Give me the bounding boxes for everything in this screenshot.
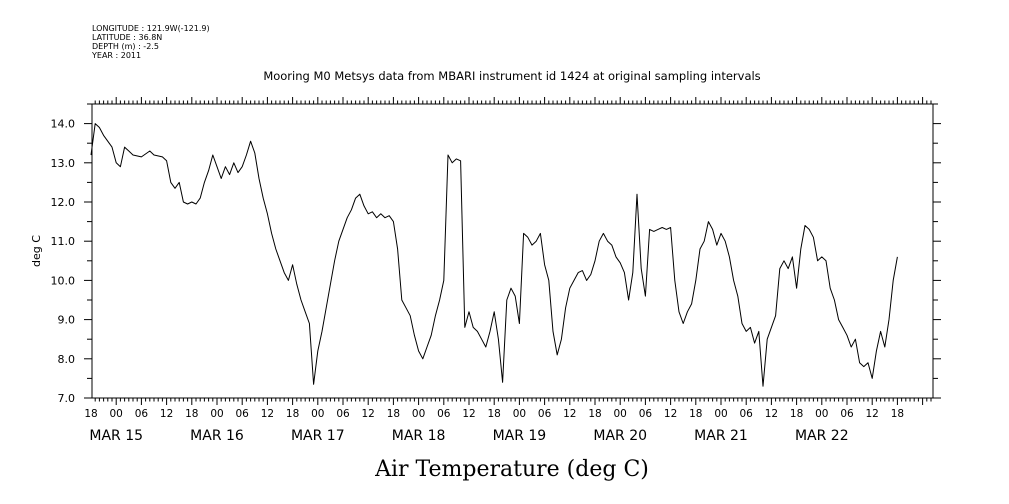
series-line: [90, 123, 898, 387]
x-tick-label: 18: [185, 408, 198, 420]
x-tick-label: 06: [740, 408, 754, 420]
y-axis: 7.0 8.0 9.0 10.0 11.0 12.0 13.0 14.0: [51, 103, 941, 405]
x-tick-label: 18: [488, 408, 501, 420]
y-tick-label: 12.0: [51, 196, 76, 209]
x-day-label: MAR 17: [291, 428, 345, 444]
x-day-label: MAR 18: [392, 428, 446, 444]
x-tick-label: 12: [462, 408, 475, 420]
x-tick-label: 18: [790, 408, 803, 420]
x-day-label: MAR 20: [593, 428, 647, 444]
x-tick-label: 12: [362, 408, 375, 420]
x-axis: 18 00 06 12 18 00 06 12 18 00 06 12 18 00 06 12 18 00 06 12…: [84, 408, 904, 444]
x-tick-label: 18: [891, 408, 904, 420]
x-tick-label: 12: [866, 408, 879, 420]
x-day-label: MAR 16: [190, 428, 244, 444]
meta-depth: DEPTH (m) : -2.5: [92, 42, 159, 51]
x-day-label: MAR 21: [694, 428, 748, 444]
x-day-label: MAR 15: [89, 428, 143, 444]
x-tick-label: 00: [412, 408, 425, 420]
x-tick-label: 00: [714, 408, 727, 420]
x-tick-label: 18: [588, 408, 601, 420]
x-tick-label: 00: [110, 408, 123, 420]
meta-year: YEAR : 2011: [91, 51, 141, 60]
x-tick-label: 06: [336, 408, 350, 420]
minor-ticks: [94, 97, 932, 405]
y-tick-label: 11.0: [51, 235, 76, 248]
metadata-block: LONGITUDE : 121.9W(-121.9) LATITUDE : 36…: [91, 24, 210, 60]
x-tick-label: 12: [664, 408, 677, 420]
series-group: [90, 123, 898, 387]
x-tick-label: 00: [311, 408, 324, 420]
x-tick-label: 00: [815, 408, 828, 420]
x-day-label: MAR 19: [493, 428, 547, 444]
y-tick-label: 13.0: [51, 157, 76, 170]
x-tick-label: 18: [689, 408, 702, 420]
x-tick-label: 12: [765, 408, 778, 420]
y-tick-label: 9.0: [58, 314, 76, 327]
y-tick-label: 14.0: [51, 118, 76, 131]
chart-title: Mooring M0 Metsys data from MBARI instru…: [263, 69, 760, 83]
x-tick-label: 06: [840, 408, 854, 420]
y-tick-label: 10.0: [51, 274, 76, 287]
x-tick-label: 06: [639, 408, 653, 420]
x-tick-label: 12: [261, 408, 274, 420]
x-tick-label: 00: [513, 408, 526, 420]
x-tick-label: 00: [210, 408, 223, 420]
x-tick-label: 06: [135, 408, 149, 420]
x-tick-label: 18: [286, 408, 299, 420]
plot-frame: [91, 103, 934, 399]
x-tick-label: 06: [236, 408, 250, 420]
x-day-label: MAR 22: [795, 428, 849, 444]
y-tick-label: 8.0: [58, 353, 76, 366]
x-tick-label: 06: [538, 408, 552, 420]
x-tick-label: 12: [563, 408, 576, 420]
y-axis-label: deg C: [30, 235, 43, 267]
x-tick-label: 00: [614, 408, 627, 420]
x-tick-label: 12: [160, 408, 173, 420]
meta-latitude: LATITUDE : 36.8N: [92, 33, 162, 42]
x-tick-label: 06: [437, 408, 451, 420]
x-tick-label: 18: [387, 408, 400, 420]
x-tick-label: 18: [84, 408, 97, 420]
x-axis-label: Air Temperature (deg C): [374, 457, 649, 482]
meta-longitude: LONGITUDE : 121.9W(-121.9): [92, 24, 210, 33]
y-tick-label: 7.0: [58, 392, 76, 405]
